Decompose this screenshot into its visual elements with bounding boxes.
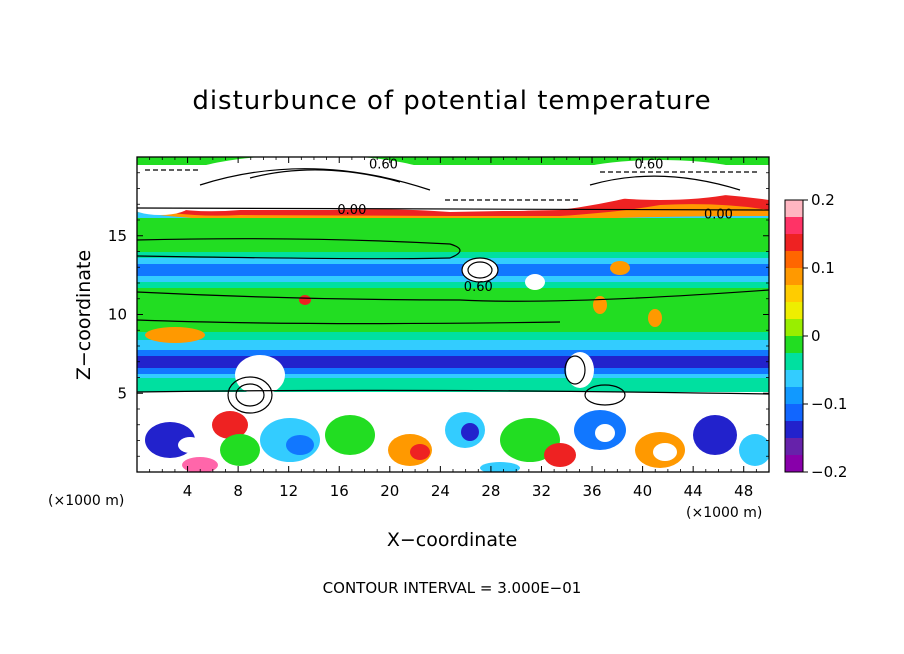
colorbar-swatch: [785, 336, 803, 354]
x-tick-label: 40: [633, 482, 652, 500]
colorbar-tick-label: 0: [811, 327, 821, 345]
colorbar-tick-label: −0.1: [811, 395, 847, 413]
colorbar-labels: 0.2 0.1 0 −0.1 −0.2: [803, 191, 847, 481]
colorbar-tick-label: 0.1: [811, 259, 835, 277]
contour-lines: [137, 168, 769, 414]
colorbar-swatch: [785, 370, 803, 388]
x-unit-right: (×1000 m): [686, 505, 762, 521]
contour-labels: 0.60 0.60 0.00 0.00 0.60: [337, 157, 733, 295]
colorbar-swatch: [785, 302, 803, 320]
x-tick-label: 24: [431, 482, 450, 500]
x-tick-label: 4: [183, 482, 193, 500]
colorbar-swatch: [785, 353, 803, 371]
x-tick-label: 32: [532, 482, 551, 500]
y-tick-label: 10: [108, 306, 127, 324]
colorbar-tick-label: 0.2: [811, 191, 835, 209]
x-tick-label: 48: [734, 482, 753, 500]
y-tick-label: 15: [108, 227, 127, 245]
y-tick-label: 5: [117, 384, 127, 402]
x-tick-label: 16: [330, 482, 349, 500]
contour-label: 0.60: [464, 280, 493, 295]
x-axis-title: X−coordinate: [387, 529, 517, 551]
colorbar-swatch: [785, 200, 803, 218]
x-unit-left: (×1000 m): [48, 493, 124, 509]
colorbar: [785, 200, 803, 473]
colorbar-swatch: [785, 455, 803, 473]
x-tick-label: 28: [481, 482, 500, 500]
chart-title: disturbunce of potential temperature: [192, 86, 712, 116]
x-tick-label: 20: [380, 482, 399, 500]
contour-interval-footer: CONTOUR INTERVAL = 3.000E−01: [323, 579, 582, 597]
colorbar-swatch: [785, 217, 803, 235]
colorbar-swatch: [785, 387, 803, 405]
colorbar-swatch: [785, 404, 803, 422]
y-axis-title: Z−coordinate: [73, 250, 95, 380]
colorbar-tick-label: −0.2: [811, 463, 847, 481]
heatmap-field: [137, 157, 769, 472]
contour-label: 0.60: [634, 157, 663, 172]
colorbar-swatch: [785, 421, 803, 439]
colorbar-swatch: [785, 438, 803, 456]
colorbar-swatch: [785, 319, 803, 337]
colorbar-swatch: [785, 285, 803, 303]
contour-label: 0.60: [369, 157, 398, 172]
x-tick-label: 12: [279, 482, 298, 500]
colorbar-swatch: [785, 251, 803, 269]
x-tick-label: 44: [684, 482, 703, 500]
axis-ticks: [137, 157, 769, 472]
x-tick-label: 8: [233, 482, 243, 500]
x-tick-label: 36: [582, 482, 601, 500]
contour-label: 0.00: [704, 208, 733, 223]
contour-label: 0.00: [337, 203, 366, 218]
colorbar-swatch: [785, 268, 803, 286]
colorbar-swatch: [785, 234, 803, 252]
